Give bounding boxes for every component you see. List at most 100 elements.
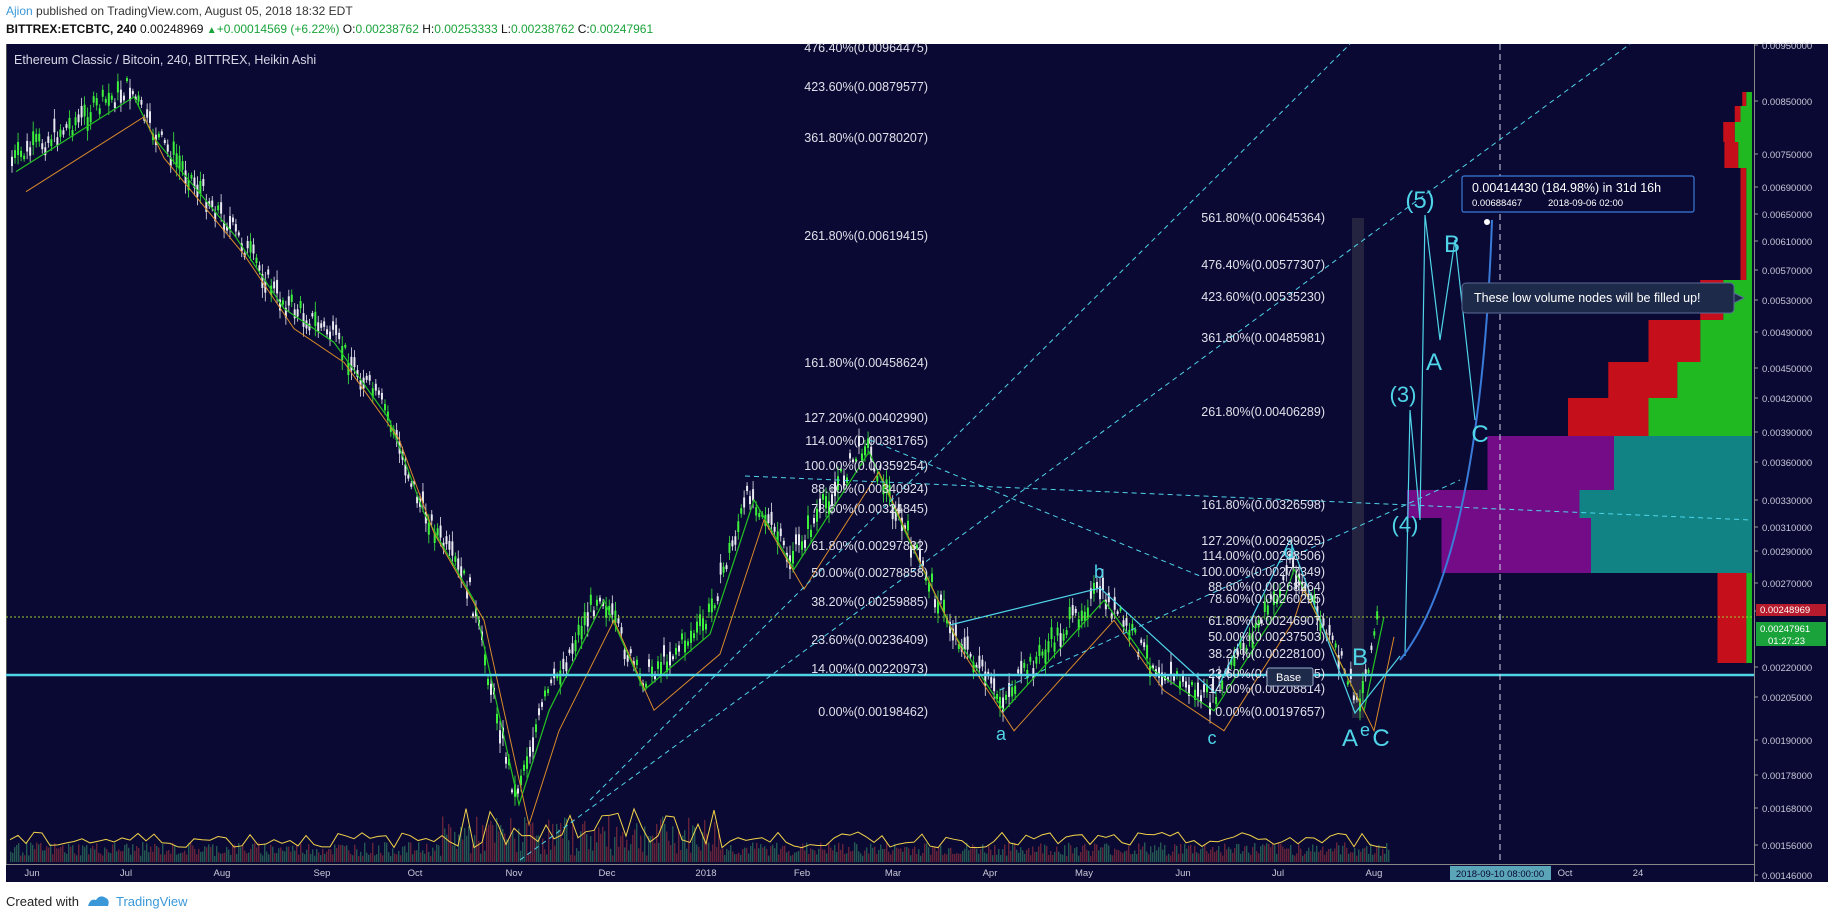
- tradingview-link[interactable]: TradingView: [116, 894, 188, 909]
- volume-bar: [372, 842, 374, 862]
- volume-bar: [20, 855, 22, 862]
- volume-bar: [364, 842, 366, 862]
- volume-bar: [1054, 852, 1056, 862]
- time-axis[interactable]: [6, 864, 1754, 882]
- candle-body: [705, 623, 707, 630]
- candle-body: [430, 514, 433, 521]
- candle-body: [314, 311, 317, 327]
- candle-body: [137, 95, 140, 102]
- volume-bar: [742, 849, 744, 862]
- wave-label: A: [1342, 725, 1358, 752]
- candle-body: [427, 522, 430, 535]
- candle-body: [226, 225, 229, 231]
- volume-bar: [1324, 854, 1326, 862]
- volume-bar: [864, 850, 866, 862]
- volume-profile-sell-bar: [1608, 362, 1678, 398]
- price-tick-label: 0.00205000: [1762, 693, 1812, 704]
- volume-bar: [910, 855, 912, 862]
- close-price-label: 0.00247961: [1760, 624, 1810, 635]
- volume-bar: [244, 850, 246, 862]
- candle-body: [499, 730, 501, 744]
- volume-bar: [494, 842, 496, 862]
- volume-bar: [270, 844, 272, 862]
- volume-bar: [1258, 853, 1260, 862]
- volume-bar: [732, 851, 734, 862]
- volume-bar: [280, 847, 282, 862]
- volume-bar: [1264, 845, 1266, 862]
- candle-body: [1331, 635, 1334, 641]
- wave-label: (3): [1390, 382, 1417, 407]
- volume-bar: [1098, 850, 1100, 862]
- volume-bar: [442, 816, 444, 862]
- volume-bar: [400, 855, 402, 862]
- volume-bar: [1208, 853, 1210, 862]
- candle-body: [433, 532, 436, 543]
- volume-bar: [524, 817, 526, 862]
- volume-bar: [930, 854, 932, 862]
- volume-bar: [316, 849, 318, 862]
- volume-bar: [722, 848, 724, 862]
- volume-bar: [102, 855, 104, 862]
- volume-bar: [276, 853, 278, 862]
- volume-bar: [592, 850, 594, 862]
- volume-bar: [768, 855, 770, 862]
- volume-bar: [164, 854, 166, 862]
- candle-body: [734, 536, 737, 545]
- candle-body: [246, 240, 249, 249]
- volume-bar: [508, 840, 510, 862]
- volume-bar: [572, 819, 574, 862]
- volume-bar: [1260, 846, 1262, 862]
- fib-level-label: 127.20%(0.00299025): [1201, 534, 1325, 548]
- volume-bar: [556, 823, 558, 862]
- candle-body: [550, 679, 553, 684]
- volume-bar: [898, 848, 900, 862]
- candle-body: [620, 627, 623, 634]
- candle-body: [1056, 627, 1059, 636]
- projection-sub-label: 0.00688467: [1472, 198, 1522, 209]
- volume-bar: [302, 852, 304, 862]
- time-tick-label: Jul: [120, 868, 132, 879]
- time-tick-label: Feb: [794, 868, 810, 879]
- volume-bar: [140, 855, 142, 862]
- volume-bar: [362, 855, 364, 862]
- candle-body: [907, 520, 909, 531]
- volume-bar: [844, 853, 846, 862]
- candle-body: [648, 659, 650, 667]
- volume-bar: [74, 853, 76, 862]
- volume-bar: [1350, 852, 1352, 862]
- candle-body: [113, 102, 116, 109]
- candle-body: [193, 177, 196, 189]
- volume-bar: [536, 835, 538, 862]
- time-tick-label: Apr: [983, 868, 998, 879]
- volume-bar: [358, 855, 360, 862]
- volume-bar: [36, 842, 38, 862]
- volume-bar: [802, 843, 804, 862]
- volume-bar: [1274, 845, 1276, 862]
- candle-body: [725, 565, 728, 569]
- volume-bar: [448, 824, 450, 862]
- volume-bar: [1090, 855, 1092, 862]
- candle-body: [645, 683, 647, 688]
- volume-bar: [800, 846, 802, 862]
- candle-body: [523, 764, 525, 771]
- candle-body: [1272, 591, 1275, 605]
- candle-body: [981, 659, 984, 667]
- author-link[interactable]: Ajion: [6, 4, 33, 18]
- volume-bar: [1188, 845, 1190, 862]
- volume-bar: [320, 855, 322, 862]
- volume-bar: [964, 848, 966, 862]
- volume-bar: [214, 855, 216, 862]
- volume-bar: [526, 823, 528, 862]
- volume-bar: [18, 843, 20, 862]
- volume-bar: [692, 825, 694, 862]
- high-value: 0.00253333: [434, 22, 498, 36]
- candle-body: [445, 536, 448, 545]
- candle-body: [302, 313, 305, 327]
- volume-bar: [856, 844, 858, 862]
- candle-body: [623, 649, 626, 660]
- volume-bar: [600, 833, 602, 862]
- price-axis[interactable]: [1754, 44, 1828, 882]
- volume-bar: [862, 855, 864, 862]
- volume-bar: [510, 818, 512, 862]
